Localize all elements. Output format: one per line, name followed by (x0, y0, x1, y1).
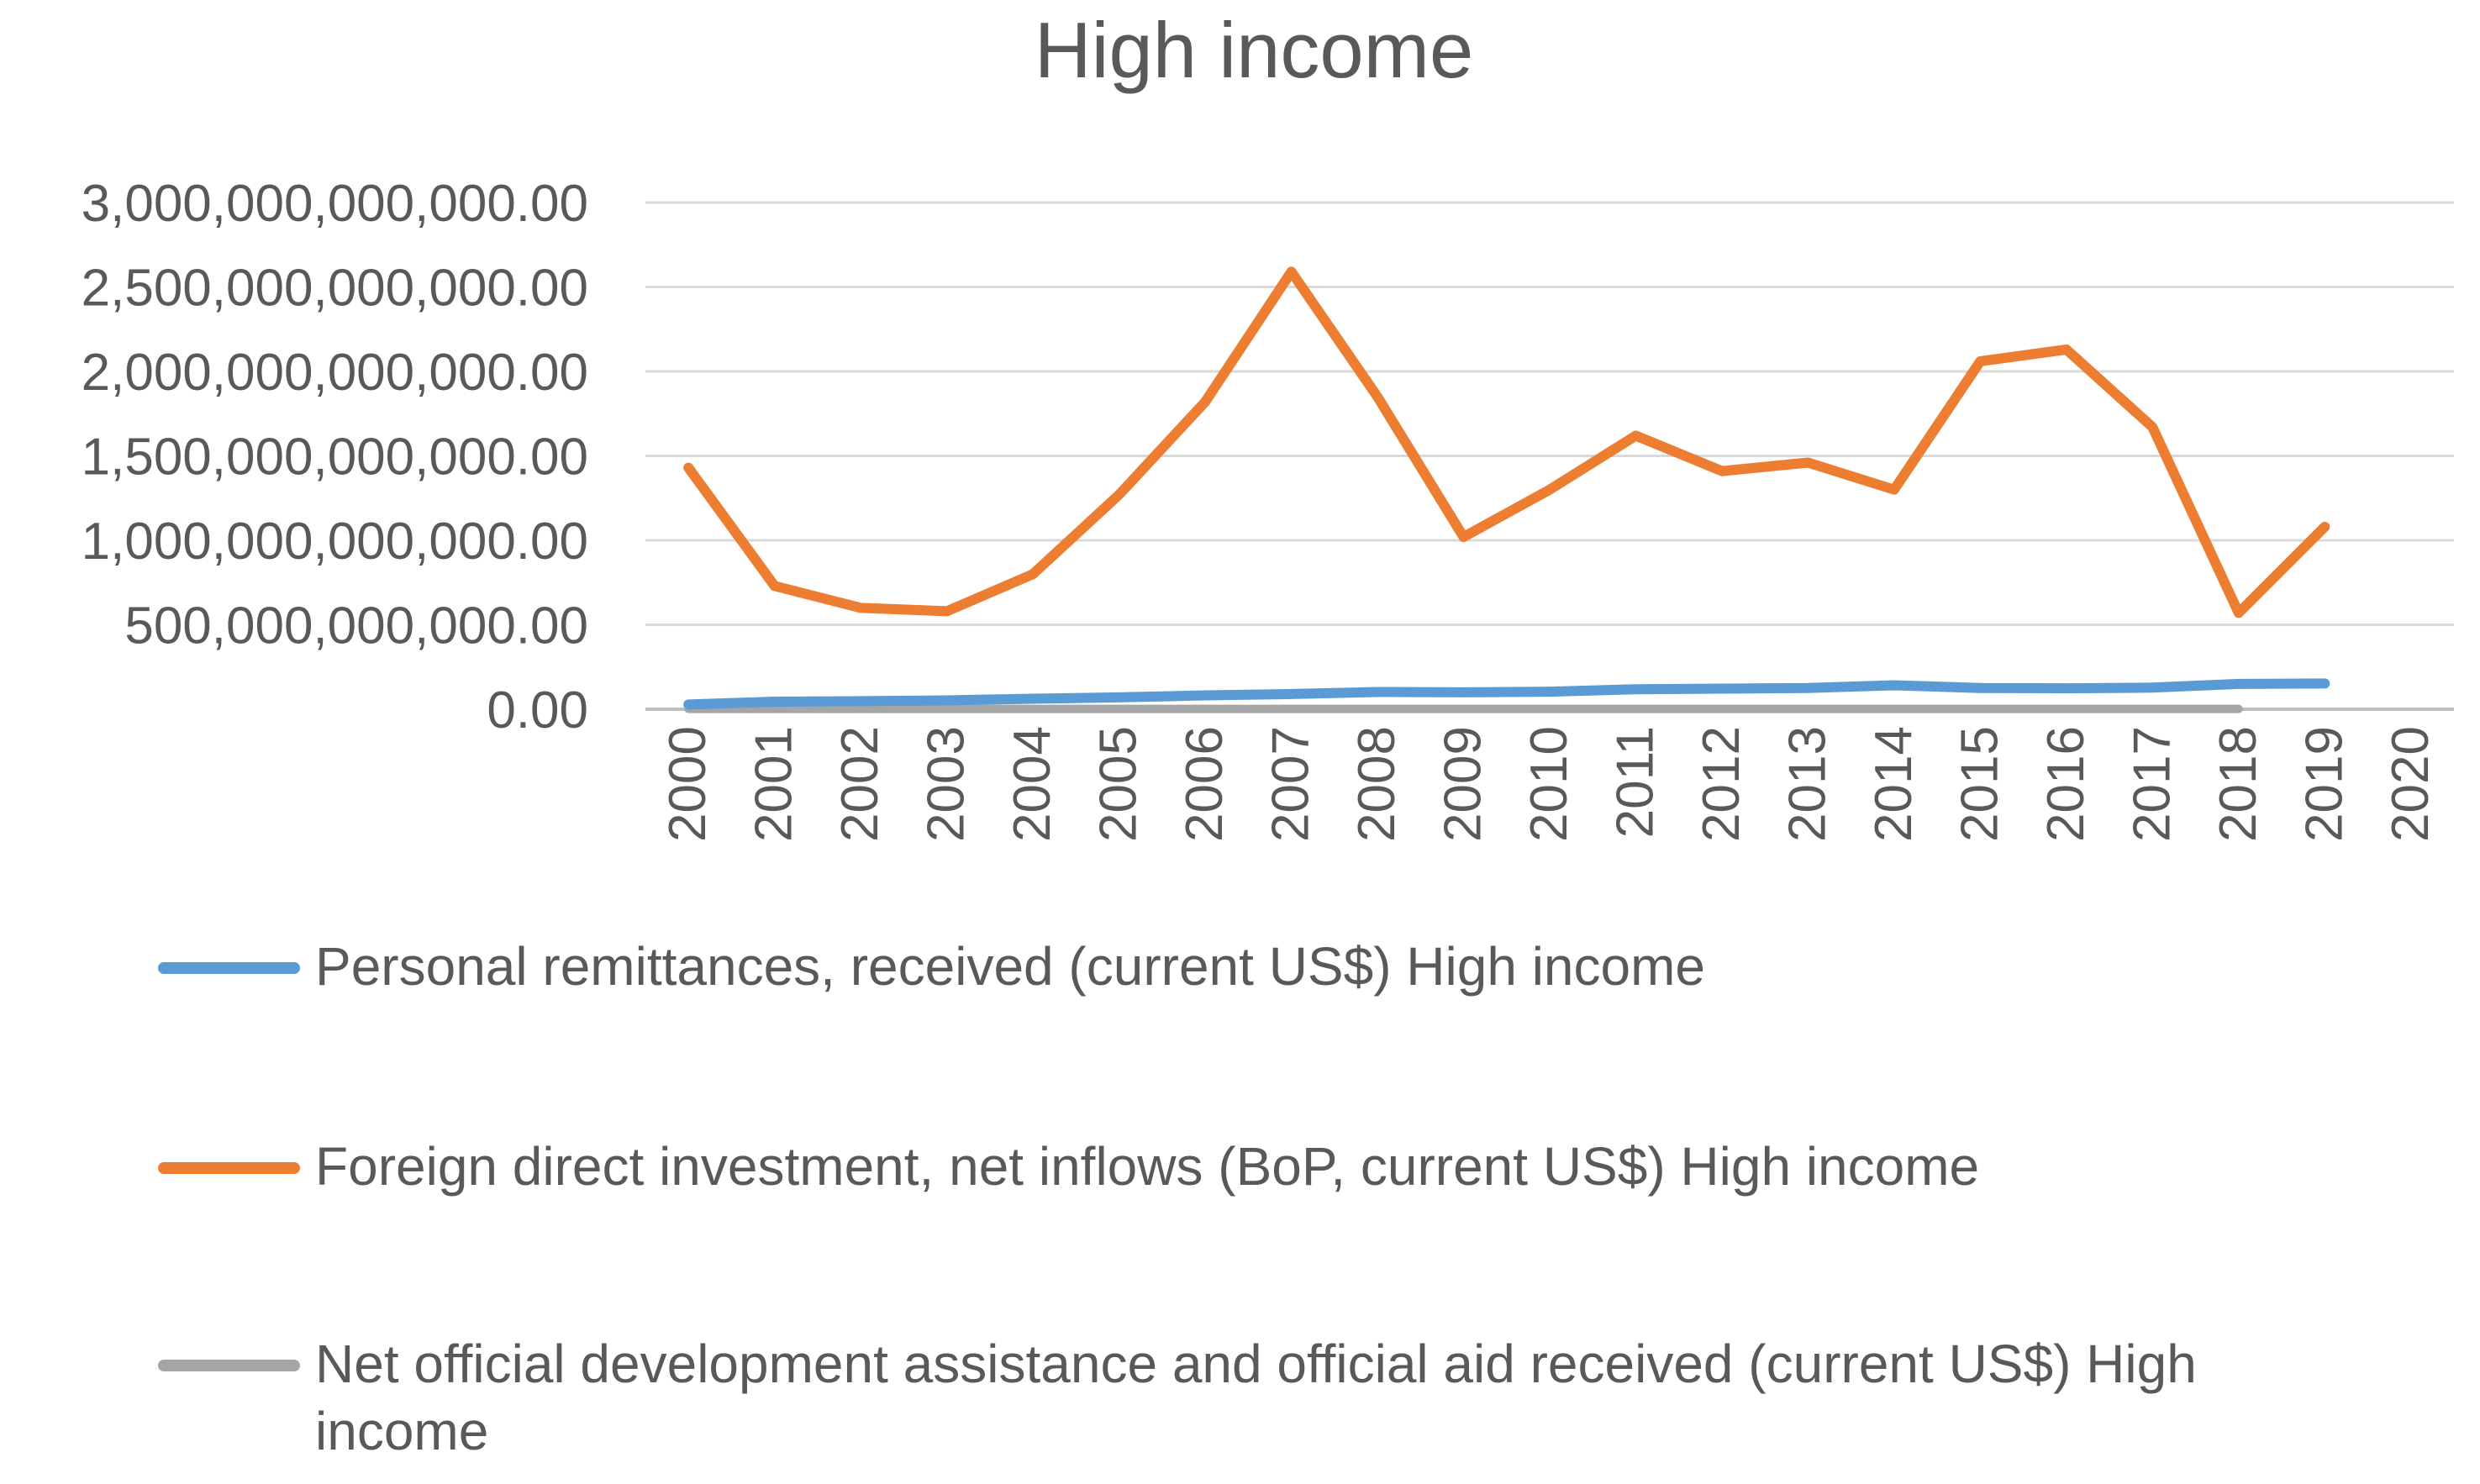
x-tick-label: 2003 (918, 726, 976, 842)
y-tick-label: 2,500,000,000,000.00 (82, 260, 588, 318)
x-tick-label: 2009 (1435, 726, 1493, 842)
x-tick-label: 2016 (2037, 726, 2095, 842)
x-tick-label: 2001 (745, 726, 803, 842)
x-tick-label: 2018 (2209, 726, 2267, 842)
x-tick-label: 2014 (1865, 726, 1923, 842)
x-tick-label: 2002 (831, 726, 889, 842)
x-tick-label: 2006 (1176, 726, 1234, 842)
x-tick-label: 2007 (1262, 726, 1320, 842)
legend-entry: Net official development assistance and … (315, 1334, 2197, 1461)
x-tick-label: 2010 (1520, 726, 1578, 842)
gridlines (645, 201, 2454, 711)
legend: Personal remittances, received (current … (158, 936, 2197, 1461)
x-axis-tick-labels: 2000 2001 2002 2003 2004 2005 2006 2007 2008 2009… (659, 726, 2440, 842)
x-tick-label: 2019 (2295, 726, 2353, 842)
y-tick-label: 500,000,000,000.00 (124, 597, 588, 655)
chart-title: High income (1035, 6, 1473, 94)
x-tick-label: 2005 (1090, 726, 1148, 842)
x-tick-label: 2011 (1606, 726, 1664, 838)
y-axis-tick-labels: 0.00 500,000,000,000.00 1,000,000,000,000.… (82, 175, 588, 739)
y-tick-label: 3,000,000,000,000.00 (82, 175, 588, 233)
series-line-1 (683, 266, 2330, 618)
x-tick-label: 2017 (2123, 726, 2181, 842)
y-tick-label: 2,000,000,000,000.00 (82, 344, 588, 402)
y-tick-label: 0.00 (487, 681, 588, 739)
legend-entry: Personal remittances, received (current … (315, 936, 1705, 997)
x-tick-label: 2000 (659, 726, 717, 842)
x-tick-label: 2015 (1951, 726, 2009, 842)
y-tick-label: 1,500,000,000,000.00 (82, 429, 588, 487)
series-line-0 (683, 678, 2330, 710)
x-tick-label: 2012 (1693, 726, 1751, 842)
series-lines (683, 266, 2330, 713)
x-tick-label: 2008 (1348, 726, 1406, 842)
x-tick-label: 2013 (1778, 726, 1836, 842)
y-tick-label: 1,000,000,000,000.00 (82, 513, 588, 571)
x-tick-label: 2004 (1003, 726, 1061, 842)
legend-entry: Foreign direct investment, net inflows (… (315, 1136, 1979, 1197)
x-tick-label: 2020 (2382, 726, 2440, 842)
